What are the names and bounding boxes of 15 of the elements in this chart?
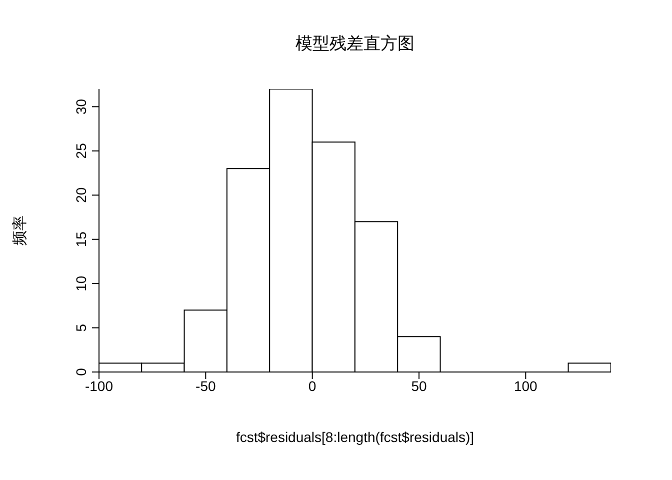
y-tick-label: 25 [73,142,89,159]
chart-title: 模型残差直方图 [294,33,416,55]
x-tick-label: -100 [84,378,114,394]
x-tick-label: -50 [196,378,216,394]
x-axis-title: fcst$residuals[8:length(fcst$residuals)] [236,429,474,445]
x-tick-label: 100 [514,378,538,394]
x-tick-label: 0 [308,378,316,394]
y-tick-label: 5 [73,324,89,332]
x-tick-label: 50 [411,378,427,394]
y-tick-label: 0 [73,368,89,376]
y-tick-label: 15 [73,231,89,248]
y-tick-label: 20 [73,187,89,203]
y-tick-label: 10 [73,276,89,292]
y-axis-title: 频率 [11,216,28,246]
y-tick-label: 30 [73,98,89,114]
